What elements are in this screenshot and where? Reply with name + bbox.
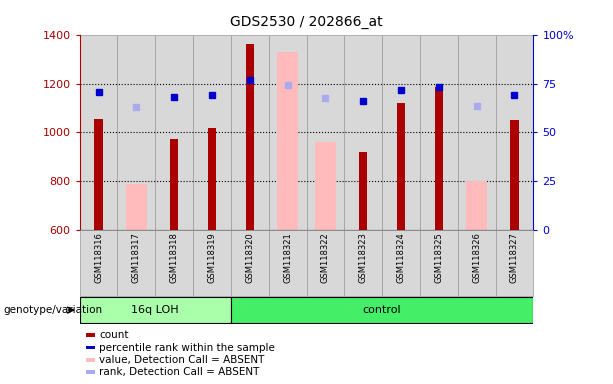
Text: GSM118327: GSM118327 (510, 232, 519, 283)
Bar (80, 230, 118, 296)
Bar (435, 87, 443, 230)
Bar (231, 230, 268, 296)
Bar (510, 120, 519, 230)
Text: percentile rank within the sample: percentile rank within the sample (99, 343, 275, 353)
Text: GSM118317: GSM118317 (132, 232, 141, 283)
Bar (420, 35, 458, 230)
Text: rank, Detection Call = ABSENT: rank, Detection Call = ABSENT (99, 367, 260, 377)
Text: GSM118326: GSM118326 (472, 232, 481, 283)
Bar (231, 35, 268, 230)
Bar (315, 142, 336, 230)
Text: GSM118320: GSM118320 (245, 232, 254, 283)
Text: GSM118323: GSM118323 (359, 232, 368, 283)
Bar (458, 35, 495, 230)
Text: 16q LOH: 16q LOH (131, 305, 179, 315)
Bar (382, 230, 420, 296)
Bar (397, 103, 405, 230)
Bar (170, 139, 178, 230)
Bar (345, 35, 382, 230)
Text: GSM118321: GSM118321 (283, 232, 292, 283)
Bar (118, 230, 155, 296)
Bar (495, 35, 533, 230)
Bar (231, 297, 533, 323)
Bar (268, 230, 306, 296)
Bar (306, 35, 345, 230)
Bar (382, 35, 420, 230)
Text: GSM118318: GSM118318 (170, 232, 179, 283)
Bar (155, 230, 193, 296)
Bar (155, 35, 193, 230)
Bar (306, 230, 345, 296)
Bar (246, 45, 254, 230)
Text: GSM118324: GSM118324 (397, 232, 406, 283)
Bar (193, 230, 231, 296)
Bar (495, 230, 533, 296)
Bar (126, 184, 147, 230)
Bar (80, 35, 118, 230)
Bar (94, 119, 103, 230)
Bar (359, 152, 367, 230)
Bar (193, 35, 231, 230)
Bar (208, 127, 216, 230)
Text: genotype/variation: genotype/variation (3, 305, 102, 315)
Bar (80, 297, 231, 323)
Text: GSM118316: GSM118316 (94, 232, 103, 283)
Text: GSM118319: GSM118319 (207, 232, 216, 283)
Bar (345, 230, 382, 296)
Text: GDS2530 / 202866_at: GDS2530 / 202866_at (230, 15, 383, 29)
Text: GSM118325: GSM118325 (434, 232, 443, 283)
Text: GSM118322: GSM118322 (321, 232, 330, 283)
Bar (466, 182, 487, 230)
Text: count: count (99, 330, 129, 340)
Bar (118, 35, 155, 230)
Bar (268, 35, 306, 230)
Bar (420, 230, 458, 296)
Bar (458, 230, 495, 296)
Text: control: control (363, 305, 402, 315)
Bar (277, 52, 298, 230)
Text: value, Detection Call = ABSENT: value, Detection Call = ABSENT (99, 355, 265, 365)
